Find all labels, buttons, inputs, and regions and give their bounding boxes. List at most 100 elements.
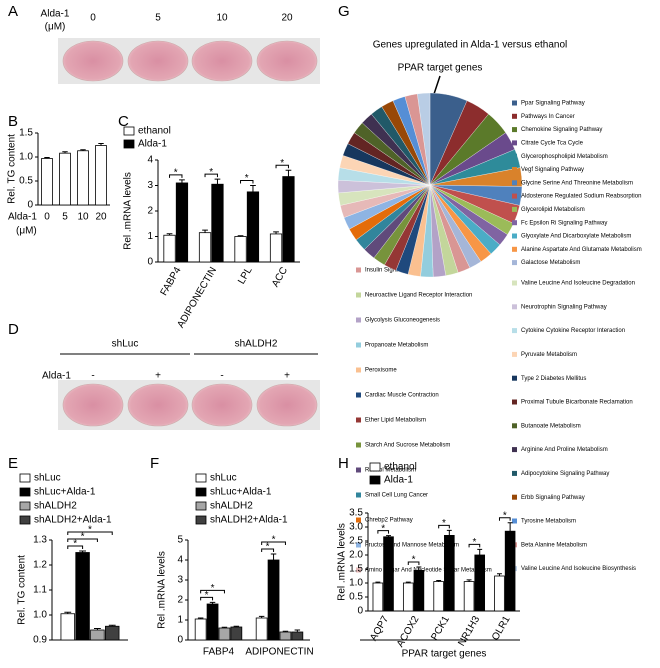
legend-label: Propanoate Metabolism: [365, 343, 428, 349]
group-label: shALDH2: [235, 339, 278, 350]
legend-label: Adipocytokine Signaling Pathway: [521, 471, 609, 477]
legend-label: Chemokine Signaling Pathway: [521, 127, 602, 133]
legend-label: Peroxisome: [365, 368, 397, 374]
x-tick-label: AQP7: [368, 614, 391, 643]
y-tick-label: 1.0: [349, 578, 363, 589]
bar: [463, 581, 475, 612]
legend-label: Glycine Serine And Threonine Metabolism: [521, 180, 633, 186]
significance-bracket: [468, 543, 481, 548]
bar: [413, 570, 425, 612]
legend-swatch: [356, 367, 361, 373]
panel-label: G: [338, 3, 350, 20]
legend-swatch: [512, 351, 517, 357]
y-tick-label: 0.5: [19, 176, 33, 187]
legend-label: Erbb Signaling Pathway: [521, 495, 585, 501]
error-bar: [233, 625, 240, 627]
group-label: shLuc: [112, 339, 139, 350]
legend-swatch: [512, 328, 517, 334]
legend-swatch: [512, 167, 517, 172]
legend-label: Glycerophospholipid Metabolism: [521, 154, 608, 160]
treatment-sign: +: [284, 371, 290, 382]
error-bar: [237, 235, 244, 237]
bar: [433, 581, 444, 612]
legend-label: Cardiac Muscle Contraction: [365, 393, 439, 399]
legend-swatch: [356, 342, 361, 348]
legend-swatch: [369, 462, 381, 472]
legend-label: Ppar Signaling Pathway: [521, 101, 585, 107]
annotation: PPAR target genes: [398, 63, 483, 74]
y-tick-label: 1.5: [349, 564, 363, 575]
legend-swatch: [512, 518, 517, 524]
dose-label: 0: [90, 13, 96, 24]
bar: [474, 554, 486, 612]
panel-label: B: [8, 113, 18, 130]
legend-swatch: [356, 292, 361, 298]
x-tick-label: LPL: [236, 265, 255, 286]
significance-mark: *: [73, 539, 77, 550]
y-tick-label: 0: [177, 635, 183, 646]
significance-mark: *: [503, 510, 507, 521]
treatment-unit: (μM): [45, 22, 66, 33]
panel-label: D: [8, 321, 19, 338]
error-bar: [294, 629, 301, 632]
legend-label: ethanol: [384, 462, 417, 473]
error-bar: [436, 579, 442, 582]
legend-swatch: [512, 399, 517, 405]
legend-label: Neurotrophin Signaling Pathway: [521, 304, 607, 310]
error-bar: [446, 529, 452, 536]
legend-label: Fructose And Mannose Metabolism: [365, 543, 459, 549]
significance-mark: *: [412, 555, 416, 566]
error-bar: [416, 566, 422, 571]
legend-label: shLuc: [34, 473, 61, 484]
significance-mark: *: [81, 532, 85, 543]
bar: [494, 575, 505, 612]
y-tick-label: 1.2: [33, 560, 47, 571]
significance-bracket: [377, 530, 390, 534]
legend-swatch: [512, 246, 517, 252]
chart-title: Genes upregulated in Alda-1 versus ethan…: [373, 40, 568, 51]
legend-swatch: [512, 470, 517, 476]
bar: [211, 183, 224, 263]
legend-label: Alda-1: [138, 139, 167, 150]
panel-label: H: [338, 455, 349, 472]
legend-label: Starch And Sucrose Metabolism: [365, 443, 450, 449]
dose-label: 10: [216, 13, 228, 24]
legend-swatch: [195, 501, 207, 511]
legend-label: Citrate Cycle Tca Cycle: [521, 140, 584, 146]
error-bar: [477, 548, 483, 555]
culture-dish: [62, 383, 124, 427]
error-bar: [64, 611, 72, 614]
x-axis-label: Alda-1: [8, 212, 37, 223]
treatment-label: Alda-1: [41, 9, 70, 20]
error-bar: [405, 581, 411, 583]
legend-label: Valine Leucine And Isoleucine Degradatio…: [521, 281, 635, 287]
error-bar: [94, 628, 101, 630]
bar: [282, 176, 295, 263]
legend-label: Glyoxylate And Dicarboxylate Metabolism: [521, 234, 631, 240]
culture-dish: [256, 40, 318, 82]
error-bar: [258, 615, 265, 618]
bar: [234, 236, 247, 263]
bar: [255, 617, 268, 641]
x-tick-label: 0: [44, 212, 50, 223]
legend-label: Amino Sugar And Nucleotide Sugar Metabol…: [365, 568, 492, 574]
legend-label: Fc Epsilon Ri Signaling Pathway: [521, 220, 607, 226]
legend-swatch: [512, 206, 517, 212]
significance-bracket: [261, 548, 275, 552]
y-tick-label: 3.0: [349, 522, 363, 533]
significance-bracket: [200, 596, 214, 601]
legend-swatch: [512, 220, 517, 226]
legend-swatch: [19, 473, 31, 483]
significance-mark: *: [272, 535, 276, 546]
panel-label: F: [150, 455, 159, 472]
y-axis-label: Rel. TG content: [7, 134, 18, 204]
legend-label: Vegf Signaling Pathway: [521, 167, 584, 173]
error-bar: [497, 573, 502, 576]
legend-swatch: [512, 100, 517, 106]
x-tick-label: ADIPONECTIN: [245, 647, 313, 658]
legend-label: Pyruvate Metabolism: [521, 352, 577, 358]
dose-label: 5: [155, 13, 161, 24]
y-tick-label: 1.1: [33, 585, 47, 596]
y-tick-label: 1.3: [33, 535, 47, 546]
y-tick-label: 2: [177, 595, 183, 606]
